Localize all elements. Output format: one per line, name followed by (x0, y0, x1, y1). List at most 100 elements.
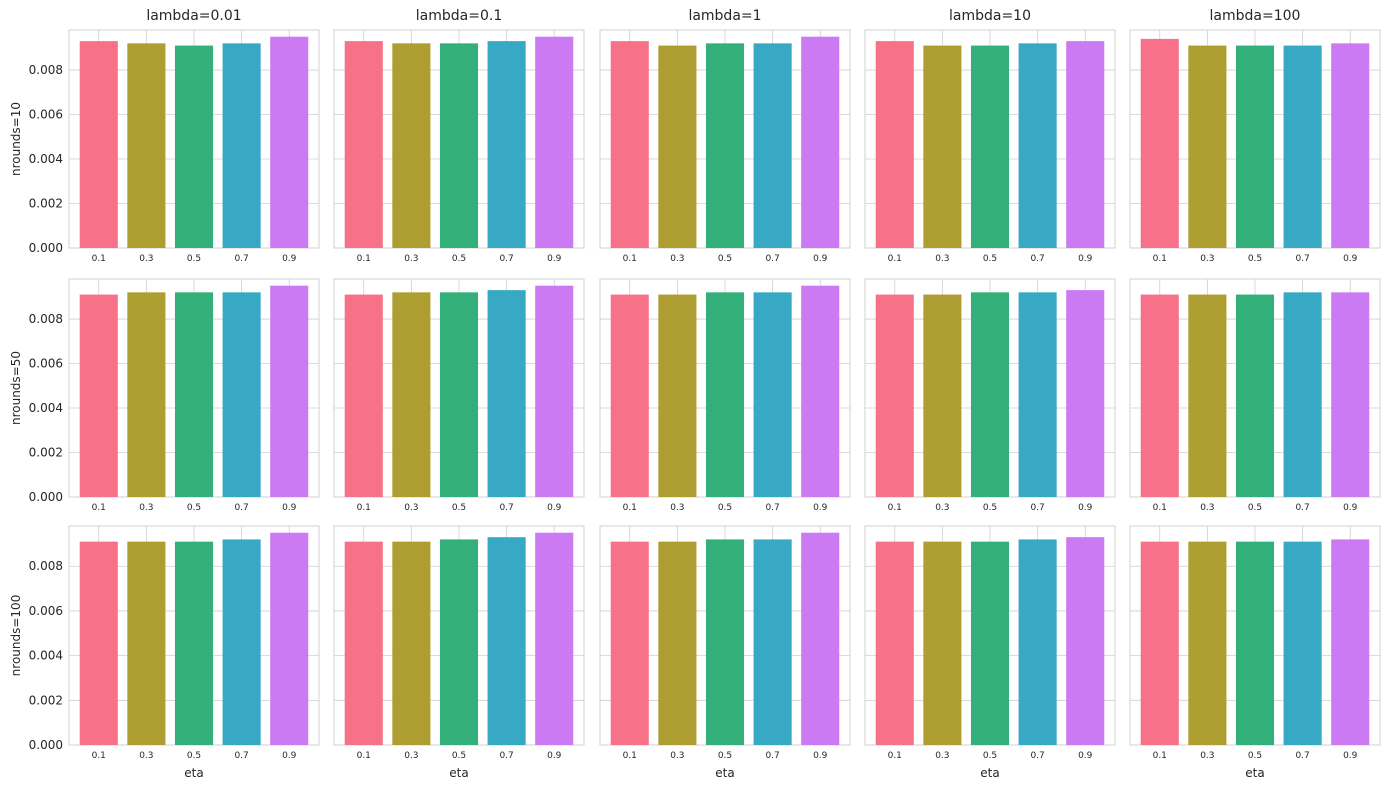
x-tick-label: 0.9 (1078, 254, 1093, 264)
x-tick-label: 0.3 (139, 503, 153, 513)
bar-eta-0_9 (1331, 292, 1370, 497)
panel-r0-c4: 0.1 0.3 0.5 0.7 0.9 (1129, 29, 1381, 264)
bar-eta-0_1 (610, 41, 649, 248)
x-tick-label: 0.9 (547, 254, 562, 264)
x-axis-label: eta (184, 766, 203, 780)
bar-eta-0_7 (1283, 45, 1322, 249)
x-tick-label: 0.5 (983, 503, 997, 513)
x-tick-label: 0.7 (499, 751, 513, 761)
x-tick-label: 0.3 (670, 751, 684, 761)
y-tick-label: 0.002 (29, 693, 63, 707)
bar-eta-0_7 (1018, 43, 1057, 248)
x-tick-label: 0.1 (357, 751, 371, 761)
panel-r2-c3: 0.1 0.3 0.5 0.7 0.9 eta (864, 525, 1116, 780)
bar-eta-0_9 (270, 285, 309, 497)
bar-eta-0_7 (753, 43, 792, 248)
x-tick-label: 0.9 (1078, 751, 1093, 761)
row-label: nrounds=50 (9, 351, 23, 425)
bar-eta-0_7 (753, 539, 792, 745)
x-tick-label: 0.7 (234, 254, 248, 264)
bar-eta-0_7 (222, 539, 261, 745)
x-axis-label: eta (449, 766, 468, 780)
x-tick-label: 0.7 (499, 503, 513, 513)
x-tick-label: 0.1 (623, 254, 637, 264)
bar-eta-0_5 (174, 292, 214, 497)
bar-eta-0_3 (127, 541, 166, 745)
bar-eta-0_3 (392, 292, 431, 497)
x-tick-label: 0.3 (1200, 503, 1214, 513)
x-tick-label: 0.3 (404, 503, 418, 513)
bar-eta-0_7 (222, 292, 261, 497)
x-tick-label: 0.1 (92, 254, 106, 264)
x-tick-label: 0.3 (1200, 751, 1214, 761)
bar-eta-0_3 (658, 45, 697, 249)
bar-eta-0_1 (79, 294, 118, 497)
bar-eta-0_5 (970, 45, 1010, 249)
bar-eta-0_3 (1188, 45, 1227, 249)
y-tick-label: 0.000 (29, 738, 63, 752)
y-tick-label: 0.002 (29, 197, 63, 211)
x-axis-label: eta (1245, 766, 1264, 780)
y-tick-label: 0.006 (29, 604, 63, 618)
bar-eta-0_3 (1188, 294, 1227, 497)
bar-eta-0_3 (658, 541, 697, 745)
x-tick-label: 0.5 (187, 503, 201, 513)
bar-eta-0_9 (1331, 539, 1370, 745)
bar-eta-0_5 (439, 292, 479, 497)
x-tick-label: 0.1 (92, 503, 106, 513)
column-title: lambda=100 (1210, 8, 1301, 24)
bar-eta-0_5 (970, 541, 1010, 745)
x-tick-label: 0.5 (983, 751, 997, 761)
x-tick-label: 0.9 (813, 254, 828, 264)
x-tick-label: 0.1 (888, 503, 902, 513)
y-tick-label: 0.004 (29, 649, 63, 663)
x-tick-label: 0.3 (404, 751, 418, 761)
x-tick-label: 0.9 (1343, 751, 1358, 761)
bar-eta-0_9 (1066, 537, 1105, 745)
bar-eta-0_3 (1188, 541, 1227, 745)
column-title: lambda=10 (949, 8, 1031, 24)
bar-eta-0_1 (344, 541, 383, 745)
bar-eta-0_5 (174, 541, 214, 745)
bar-eta-0_1 (610, 294, 649, 497)
panel-r1-c2: 0.1 0.3 0.5 0.7 0.9 (599, 278, 851, 513)
bar-eta-0_5 (439, 43, 479, 248)
x-tick-label: 0.7 (499, 254, 513, 264)
column-title: lambda=0.01 (146, 8, 241, 24)
bar-eta-0_5 (174, 45, 214, 249)
bar-eta-0_7 (1283, 292, 1322, 497)
x-tick-label: 0.5 (718, 254, 732, 264)
x-axis-label: eta (980, 766, 999, 780)
x-tick-label: 0.5 (1248, 751, 1262, 761)
bar-eta-0_7 (1018, 539, 1057, 745)
x-tick-label: 0.1 (888, 751, 902, 761)
panel-r2-c0: 0.000 0.002 0.004 0.006 0.008 0.1 0.3 0.5 0.7 0.9… (29, 525, 320, 780)
x-tick-label: 0.5 (187, 254, 201, 264)
bar-eta-0_9 (535, 36, 574, 249)
y-tick-label: 0.002 (29, 446, 63, 460)
x-tick-label: 0.7 (234, 751, 248, 761)
x-tick-label: 0.7 (765, 503, 779, 513)
bar-eta-0_3 (127, 43, 166, 248)
bar-eta-0_5 (439, 539, 479, 745)
y-tick-label: 0.006 (29, 108, 63, 122)
y-tick-label: 0.000 (29, 241, 63, 255)
bar-eta-0_9 (1066, 41, 1105, 248)
bar-eta-0_7 (222, 43, 261, 248)
bar-eta-0_7 (753, 292, 792, 497)
y-tick-label: 0.008 (29, 559, 63, 573)
y-tick-label: 0.006 (29, 357, 63, 371)
bar-eta-0_1 (1140, 38, 1179, 248)
x-tick-label: 0.7 (1030, 503, 1044, 513)
x-tick-label: 0.7 (1030, 254, 1044, 264)
row-label: nrounds=100 (9, 595, 23, 677)
bar-eta-0_7 (1283, 541, 1322, 745)
x-tick-label: 0.1 (888, 254, 902, 264)
x-tick-label: 0.7 (234, 503, 248, 513)
panel-r0-c0: 0.000 0.002 0.004 0.006 0.008 0.1 0.3 0.5 0.7 0.9 (29, 29, 320, 264)
x-tick-label: 0.7 (765, 254, 779, 264)
x-tick-label: 0.5 (452, 503, 466, 513)
y-tick-label: 0.008 (29, 312, 63, 326)
x-tick-label: 0.7 (1030, 751, 1044, 761)
